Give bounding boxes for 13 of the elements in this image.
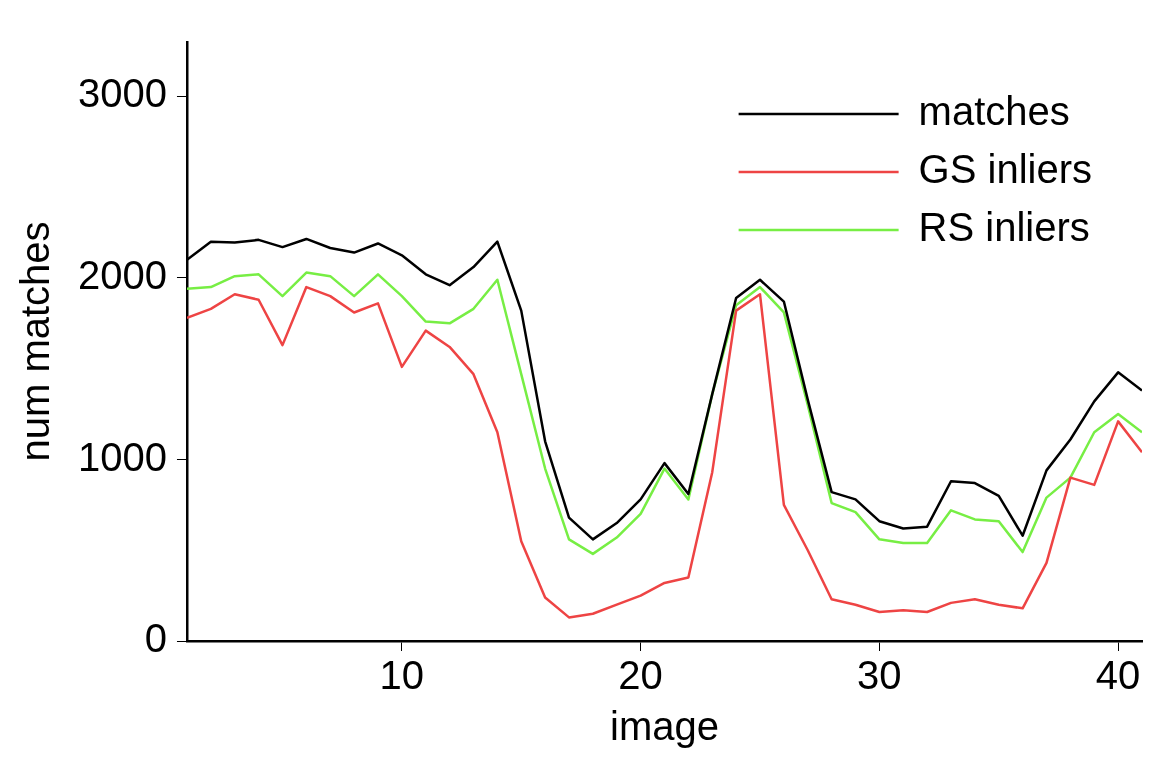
legend-label: GS inliers [918, 147, 1093, 192]
y-tick-label: 0 [144, 616, 167, 661]
x-tick-label: 40 [1095, 653, 1141, 698]
x-tick-label: 30 [857, 653, 902, 698]
legend-label: RS inliers [918, 205, 1090, 250]
legend-label: matches [918, 89, 1070, 134]
x-tick-label: 10 [379, 653, 425, 698]
x-axis-title: image [610, 704, 719, 749]
x-tick-label: 20 [618, 653, 663, 698]
y-axis-title: num matches [13, 221, 58, 462]
y-tick-label: 3000 [78, 71, 167, 116]
y-tick-label: 2000 [78, 253, 167, 297]
y-tick-label: 1000 [78, 434, 167, 479]
